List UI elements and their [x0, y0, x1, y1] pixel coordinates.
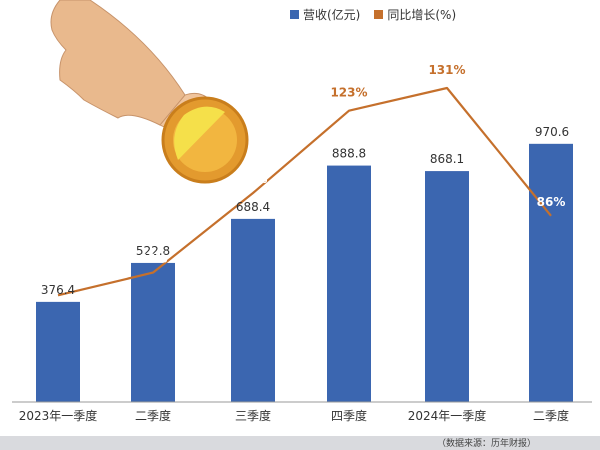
- bar: [131, 262, 175, 402]
- bar: [231, 218, 275, 402]
- plot-area: 376.4 522.8 688.4 888.8 868.1 970.6 58% 66% 94% 1…: [12, 63, 592, 423]
- bar-value-label: 868.1: [430, 152, 464, 166]
- bar-value-label: 970.6: [535, 125, 569, 139]
- legend-item-growth: 同比增长(%): [374, 6, 456, 23]
- bar: [529, 143, 573, 402]
- coin-highlight-icon: [174, 106, 225, 160]
- x-tick-label: 三季度: [235, 408, 271, 423]
- bar-value-label: 376.4: [41, 283, 75, 297]
- x-tick-label: 二季度: [533, 408, 569, 423]
- bar: [36, 301, 80, 402]
- bar: [425, 171, 469, 402]
- hand-illustration: [50, 0, 186, 126]
- legend-label-growth: 同比增长(%): [387, 8, 457, 22]
- bar-value-label: 522.8: [136, 244, 170, 258]
- growth-line: [57, 86, 552, 297]
- footer-bar: [0, 436, 600, 450]
- legend-label-revenue: 营收(亿元): [303, 8, 361, 22]
- legend: 营收(亿元) 同比增长(%): [290, 6, 456, 23]
- legend-item-revenue: 营收(亿元): [290, 6, 360, 23]
- x-tick-label: 四季度: [331, 408, 367, 423]
- source-note: （数据来源：历年财报）: [436, 439, 536, 449]
- legend-swatch-revenue: [290, 10, 299, 19]
- bar-value-label: 688.4: [236, 200, 270, 214]
- growth-value-label: 123%: [330, 86, 367, 100]
- growth-value-label: 86%: [537, 195, 566, 209]
- growth-value-label: 131%: [428, 63, 465, 77]
- bar: [327, 165, 371, 402]
- growth-value-label: 94%: [239, 172, 268, 186]
- bar-value-label: 888.8: [332, 147, 366, 161]
- x-tick-label: 二季度: [135, 408, 171, 423]
- hand-coin-illustration: [50, 0, 249, 184]
- legend-swatch-growth: [374, 10, 384, 19]
- growth-value-label: 58%: [44, 274, 73, 288]
- x-tick-label: 2023年一季度: [19, 408, 98, 423]
- growth-value-label: 66%: [139, 252, 168, 266]
- x-tick-label: 2024年一季度: [408, 408, 487, 423]
